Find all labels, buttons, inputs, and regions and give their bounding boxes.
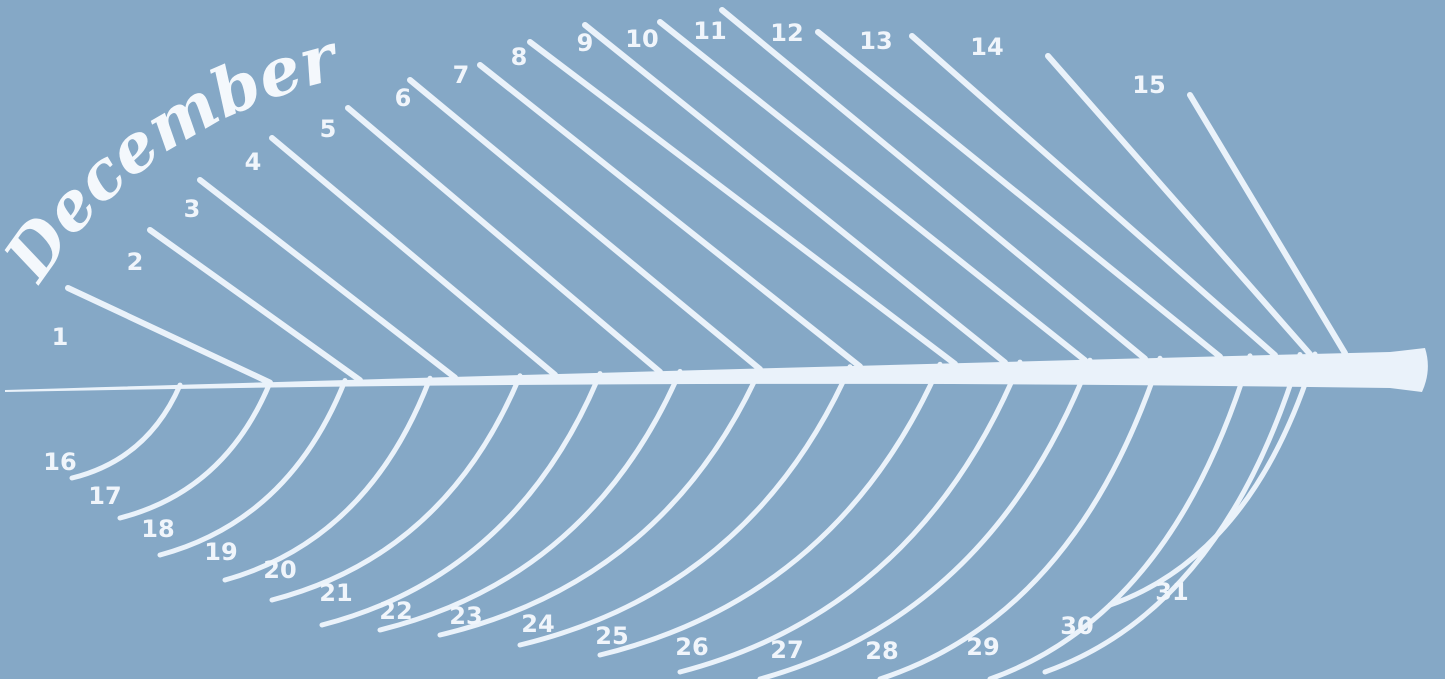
vein bbox=[117, 380, 273, 521]
day-label: 4 bbox=[245, 148, 262, 176]
vein bbox=[345, 105, 663, 375]
day-label: 21 bbox=[319, 579, 352, 607]
vein bbox=[407, 77, 763, 373]
midrib bbox=[5, 348, 1428, 392]
vein bbox=[757, 357, 1093, 679]
vein bbox=[477, 62, 863, 370]
day-label: 31 bbox=[1155, 578, 1188, 606]
day-label: 9 bbox=[577, 29, 594, 57]
day-label: 10 bbox=[625, 25, 658, 53]
day-label: 20 bbox=[263, 556, 296, 584]
vein bbox=[65, 285, 273, 386]
day-label: 27 bbox=[770, 636, 803, 664]
day-label: 16 bbox=[43, 448, 76, 476]
vein bbox=[877, 355, 1163, 679]
day-label: 3 bbox=[184, 195, 201, 223]
day-label: 28 bbox=[865, 637, 898, 665]
vein bbox=[987, 353, 1253, 679]
vein bbox=[1107, 351, 1318, 608]
veins bbox=[65, 7, 1348, 679]
vein bbox=[197, 177, 458, 381]
vein bbox=[147, 227, 363, 384]
day-label: 7 bbox=[453, 61, 470, 89]
day-label: 17 bbox=[88, 482, 121, 510]
day-label: 24 bbox=[521, 610, 554, 638]
vein bbox=[157, 378, 348, 558]
vein bbox=[319, 371, 603, 628]
vein bbox=[222, 375, 433, 583]
vein bbox=[269, 135, 558, 378]
vein bbox=[657, 19, 1088, 364]
day-label: 11 bbox=[693, 17, 726, 45]
vein bbox=[909, 33, 1278, 359]
day-label: 15 bbox=[1132, 71, 1165, 99]
day-label: 30 bbox=[1060, 612, 1093, 640]
day-label: 1 bbox=[52, 323, 69, 351]
day-label: 12 bbox=[770, 19, 803, 47]
day-label: 18 bbox=[141, 515, 174, 543]
vein bbox=[1042, 351, 1303, 675]
day-label: 14 bbox=[970, 33, 1003, 61]
vein bbox=[527, 39, 958, 367]
vein bbox=[517, 364, 853, 648]
day-label: 25 bbox=[595, 622, 628, 650]
day-label: 26 bbox=[675, 633, 708, 661]
day-label: 22 bbox=[379, 597, 412, 625]
vein bbox=[69, 382, 183, 481]
day-label: 13 bbox=[859, 27, 892, 55]
day-label: 5 bbox=[320, 115, 337, 143]
vein bbox=[677, 359, 1023, 675]
day-label: 29 bbox=[966, 633, 999, 661]
vein bbox=[719, 7, 1148, 362]
vein bbox=[377, 368, 683, 633]
day-label: 19 bbox=[204, 538, 237, 566]
vein bbox=[597, 361, 943, 658]
vein bbox=[582, 22, 1008, 366]
day-label: 6 bbox=[395, 84, 412, 112]
day-label: 2 bbox=[127, 248, 144, 276]
vein bbox=[815, 29, 1223, 360]
day-label: 8 bbox=[511, 43, 528, 71]
vein bbox=[269, 373, 523, 603]
day-label: 23 bbox=[449, 602, 482, 630]
vein bbox=[1187, 92, 1348, 357]
vein bbox=[437, 366, 763, 638]
vein bbox=[1045, 53, 1313, 358]
